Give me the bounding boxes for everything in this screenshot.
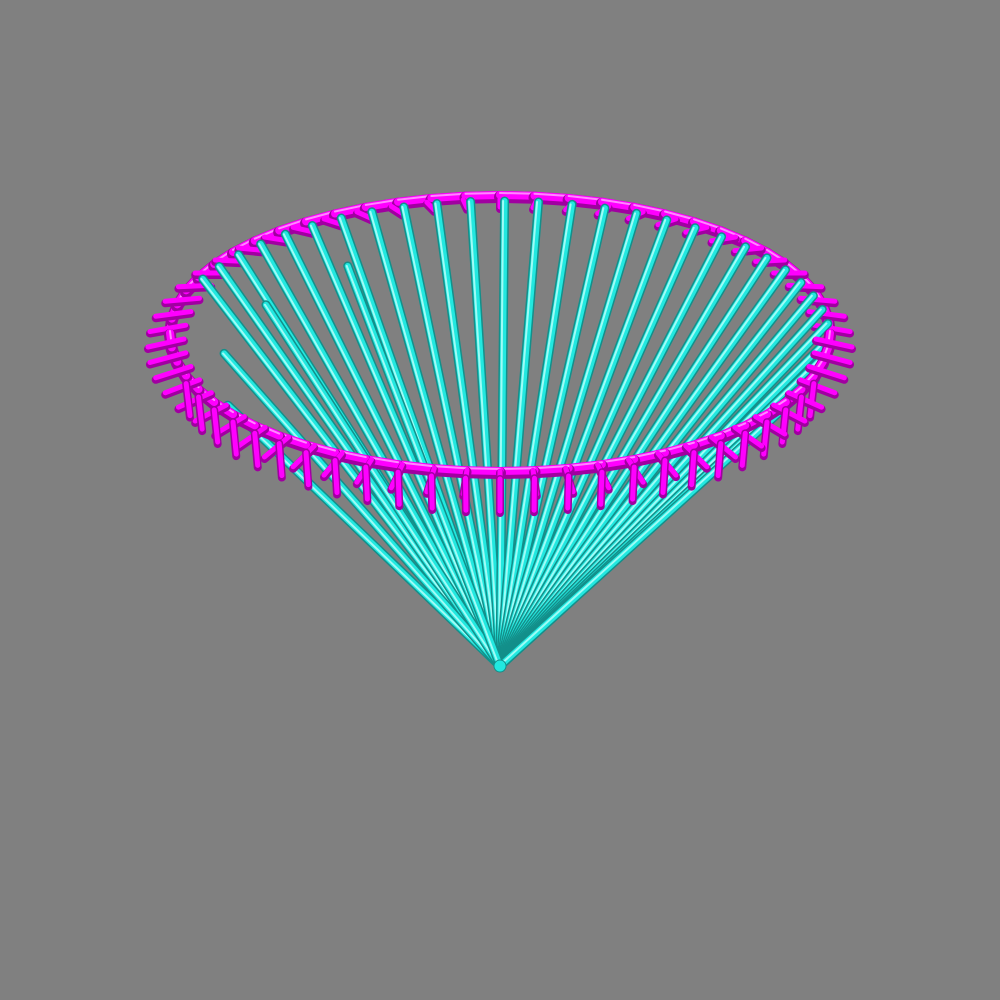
ring-segment-highlight xyxy=(430,464,467,470)
magenta-ring-front xyxy=(144,329,856,517)
spoke-highlight xyxy=(282,233,500,667)
spoke xyxy=(497,216,670,669)
ring-segment-highlight xyxy=(600,198,636,206)
spoke-highlight xyxy=(498,203,572,667)
spoke xyxy=(467,198,503,669)
ring-tooth xyxy=(153,309,194,319)
spoke-highlight xyxy=(222,352,500,667)
ring-tooth xyxy=(153,363,194,381)
ring-segment-highlight xyxy=(499,467,536,470)
ring-segment-highlight xyxy=(664,441,695,452)
spoke-highlight xyxy=(498,200,505,667)
ring-post xyxy=(715,441,724,479)
spoke-highlight xyxy=(498,378,815,667)
ring-tooth xyxy=(162,295,202,304)
ring-post xyxy=(252,430,261,468)
ring-segment xyxy=(496,466,539,475)
ring-segment-highlight xyxy=(397,195,433,201)
ring-post xyxy=(211,407,221,445)
ring-post xyxy=(428,473,435,511)
ring-post xyxy=(689,450,697,488)
spoke-highlight xyxy=(401,205,500,667)
spoke xyxy=(433,200,503,669)
ring-post xyxy=(739,430,748,468)
ring-segment-highlight xyxy=(464,467,501,470)
ring-segment xyxy=(461,191,504,200)
ring-segment xyxy=(461,466,504,475)
ring-post xyxy=(276,441,285,479)
ring-segment-highlight xyxy=(692,432,722,444)
spoke xyxy=(497,198,508,669)
spoke-highlight xyxy=(498,226,695,667)
ring-tooth xyxy=(147,322,189,335)
ring-post xyxy=(363,464,370,502)
ring-segment xyxy=(564,194,606,206)
ring-segment xyxy=(597,197,639,211)
ring-tooth xyxy=(424,199,437,213)
ring-post xyxy=(196,394,205,432)
ring-post xyxy=(565,473,572,511)
ring-segment-highlight xyxy=(664,210,695,221)
ring-tooth xyxy=(460,197,470,211)
spoke xyxy=(497,210,640,669)
ring-tooth xyxy=(162,377,202,396)
ring-post xyxy=(183,381,193,419)
ring-segment-highlight xyxy=(633,449,666,459)
ring-tooth xyxy=(813,336,855,350)
spoke-highlight xyxy=(263,303,500,667)
ring-segment-highlight xyxy=(692,218,722,230)
ring-post xyxy=(303,450,311,488)
ring-segment-highlight xyxy=(533,192,570,198)
ring-post xyxy=(630,464,637,502)
spoke xyxy=(497,205,608,669)
ring-segment-highlight xyxy=(464,192,501,195)
spoke-highlight xyxy=(498,212,637,667)
spoke-highlight xyxy=(369,210,500,667)
apex-node xyxy=(493,659,507,673)
ring-tooth xyxy=(806,363,847,381)
ring-segment-highlight xyxy=(719,227,747,240)
ring-post xyxy=(598,469,605,507)
spoke-highlight xyxy=(498,207,605,667)
spoke xyxy=(497,201,576,669)
ring-post xyxy=(807,381,817,419)
spoke-highlight xyxy=(468,200,500,667)
ring-tooth xyxy=(147,350,189,365)
spoke-highlight xyxy=(498,218,667,667)
ring-segment-highlight xyxy=(364,198,400,206)
ring-segment-highlight xyxy=(633,203,666,213)
ring-segment-highlight xyxy=(499,192,536,195)
spoke xyxy=(400,203,503,669)
ring-segment-highlight xyxy=(567,195,603,201)
spoke xyxy=(497,198,542,669)
ring-post xyxy=(660,458,668,496)
spoke-highlight xyxy=(498,200,539,667)
ring-segment xyxy=(496,191,539,200)
ring-post xyxy=(230,419,239,457)
ring-post xyxy=(395,469,402,507)
ring-segment-highlight xyxy=(533,464,570,470)
spoke-highlight xyxy=(498,245,746,667)
ring-tooth xyxy=(798,377,838,396)
spoke xyxy=(368,208,503,669)
spoke-highlight xyxy=(498,235,722,667)
ring-segment xyxy=(530,191,573,203)
ring-segment-highlight xyxy=(430,192,467,198)
ring-tooth xyxy=(145,336,187,350)
ring-tooth xyxy=(811,350,853,365)
ring-post xyxy=(332,458,340,496)
spoke-highlight xyxy=(434,202,500,667)
